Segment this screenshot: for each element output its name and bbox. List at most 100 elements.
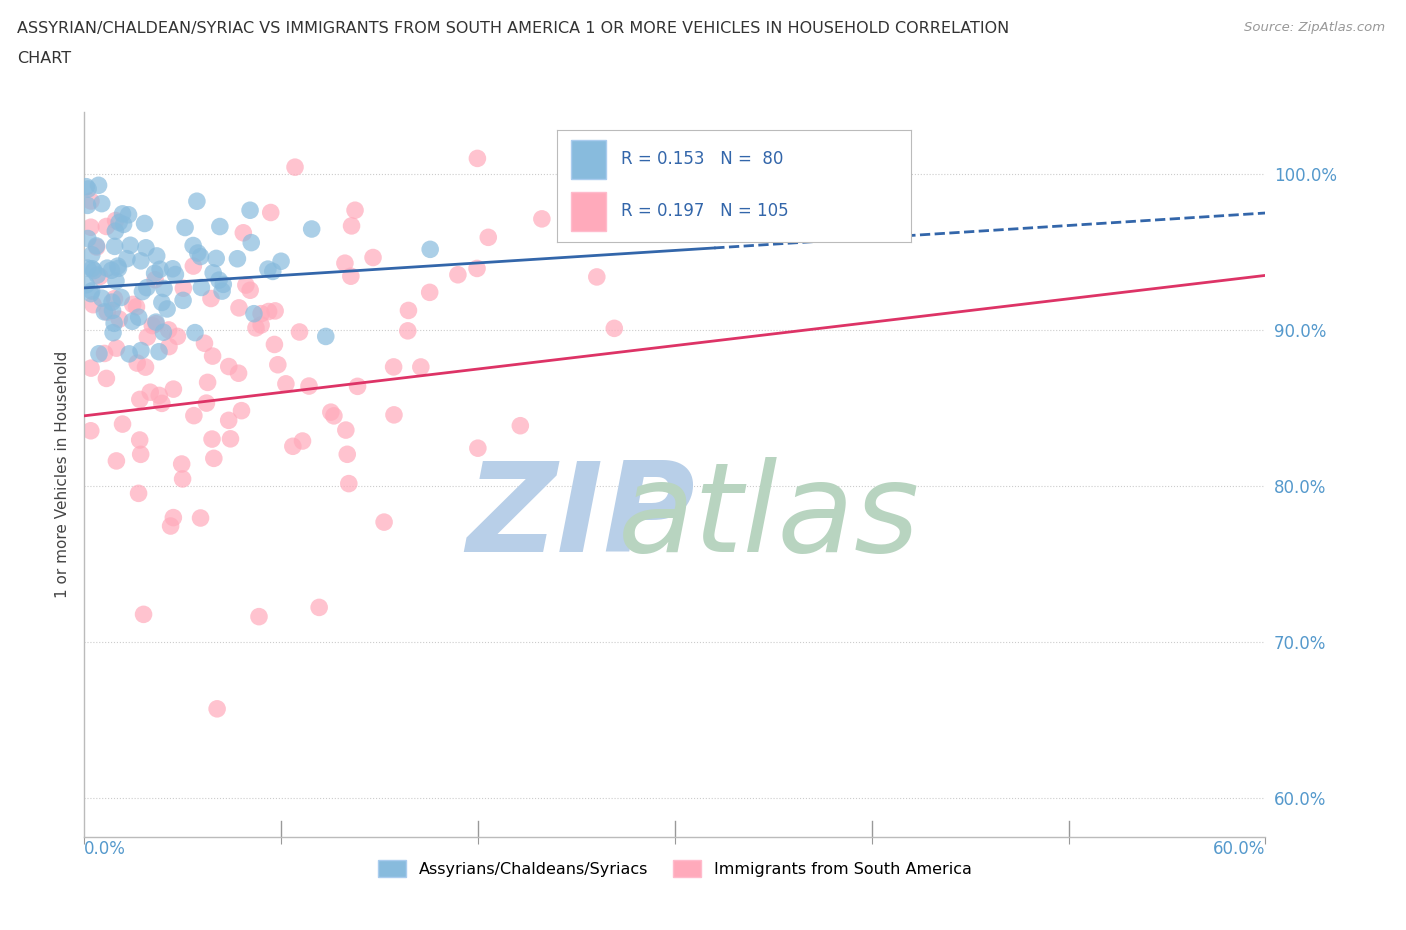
Text: 60.0%: 60.0% (1213, 840, 1265, 858)
Point (141, 318, 163, 333)
Point (361, 250, 384, 265)
Point (585, 270, 607, 285)
Point (132, 607, 155, 622)
Point (148, 344, 170, 359)
Point (82, 298, 104, 312)
Point (148, 388, 170, 403)
Point (335, 422, 357, 437)
Point (108, 215, 131, 230)
Point (156, 301, 179, 316)
Point (136, 329, 159, 344)
Point (145, 314, 167, 329)
Point (373, 514, 395, 529)
Point (104, 239, 127, 254)
Point (80, 361, 103, 376)
Point (83, 263, 105, 278)
Point (120, 238, 142, 253)
Point (212, 277, 235, 292)
Point (128, 310, 150, 325)
Point (208, 272, 231, 287)
Point (76, 260, 98, 275)
Point (153, 281, 176, 296)
Point (288, 325, 311, 339)
Point (301, 221, 323, 236)
Point (157, 339, 180, 354)
Point (104, 273, 127, 288)
Point (228, 365, 250, 380)
Point (172, 472, 194, 486)
Point (243, 306, 266, 321)
Point (264, 303, 287, 318)
Point (239, 283, 262, 298)
Point (75, 277, 97, 292)
Text: atlas: atlas (619, 458, 921, 578)
Point (152, 325, 174, 339)
Point (165, 267, 187, 282)
Point (121, 313, 143, 328)
Point (183, 408, 205, 423)
Point (139, 385, 162, 400)
Point (172, 281, 194, 296)
Point (80, 247, 103, 262)
Text: 0.0%: 0.0% (84, 840, 127, 858)
Point (340, 219, 363, 233)
Point (150, 396, 173, 411)
Point (149, 262, 172, 277)
Point (274, 377, 297, 392)
Point (121, 297, 143, 312)
Point (112, 217, 135, 232)
Point (143, 266, 166, 281)
Point (398, 303, 420, 318)
Point (80, 284, 103, 299)
Point (205, 251, 228, 266)
Point (80, 423, 103, 438)
Point (183, 259, 205, 273)
Point (382, 360, 405, 375)
Point (162, 381, 184, 396)
Point (333, 256, 356, 271)
Point (128, 392, 150, 406)
Point (103, 291, 125, 306)
Point (467, 151, 489, 166)
Point (111, 206, 134, 221)
Point (159, 519, 181, 534)
Point (104, 213, 127, 228)
Point (419, 242, 441, 257)
Point (382, 407, 405, 422)
Point (93, 346, 115, 361)
Point (218, 413, 240, 428)
Point (291, 433, 314, 448)
Text: ZIP: ZIP (465, 458, 695, 578)
Point (200, 291, 222, 306)
Point (202, 451, 225, 466)
Point (96, 219, 118, 234)
Point (80, 261, 103, 276)
Point (467, 441, 489, 456)
Point (86, 268, 108, 283)
Point (90, 196, 112, 211)
Point (111, 417, 134, 432)
Point (530, 211, 553, 226)
Point (477, 230, 499, 245)
Point (75, 179, 97, 194)
Point (115, 251, 138, 266)
Point (181, 238, 204, 253)
Point (127, 355, 149, 370)
Point (170, 457, 193, 472)
Point (162, 261, 184, 276)
Point (128, 485, 150, 500)
Point (247, 609, 270, 624)
Point (125, 299, 148, 314)
Point (257, 304, 280, 319)
Point (103, 316, 125, 331)
Point (118, 347, 141, 362)
Point (281, 439, 304, 454)
Point (108, 312, 131, 326)
Point (89, 269, 111, 284)
Point (76, 198, 98, 213)
Point (134, 216, 156, 231)
Point (190, 249, 212, 264)
Point (131, 285, 153, 299)
Point (100, 263, 122, 278)
Point (117, 207, 139, 222)
